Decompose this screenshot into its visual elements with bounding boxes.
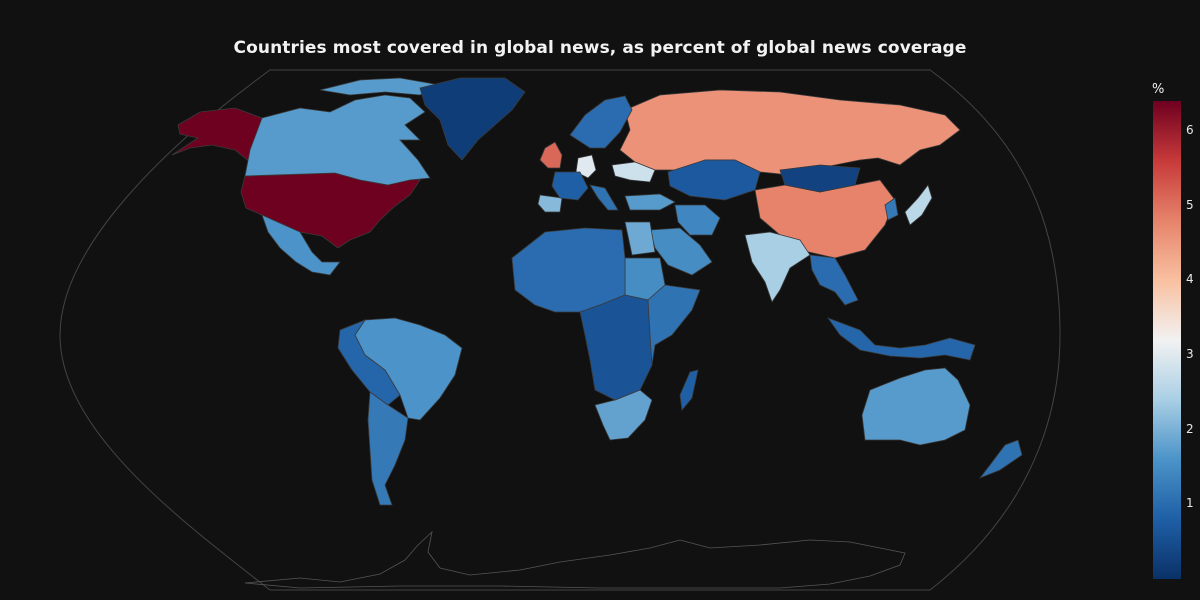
country-scandinavia[interactable]: Scandinavia: 1% (569, 95, 633, 149)
colorbar-tick-1: 1 (1186, 496, 1194, 511)
country-france[interactable]: France: 0.8% (551, 171, 589, 201)
country-korea[interactable]: Korea: 1.2% (884, 197, 899, 221)
colorbar-tick-3: 3 (1186, 346, 1194, 361)
country-united-kingdom[interactable]: United Kingdom: 5.1% (539, 141, 563, 169)
country-spain[interactable]: Spain: 2.1% (537, 194, 563, 213)
country-australia[interactable]: Australia: 1.7% (861, 367, 971, 446)
country-greenland[interactable]: Greenland: 0.2% (419, 77, 526, 161)
colorbar (1153, 101, 1181, 579)
antarctica-outline (244, 530, 906, 589)
country-germany[interactable]: Germany: 3% (575, 154, 597, 179)
country-united-states[interactable]: United States: 6.4% (240, 172, 421, 249)
colorbar-tick-2: 2 (1186, 421, 1194, 436)
country-iran[interactable]: Iran: 1.4% (674, 204, 721, 236)
country-egypt[interactable]: Egypt: 1.9% (624, 221, 656, 256)
colorbar-tick-5: 5 (1186, 197, 1194, 212)
colorbar-tick-4: 4 (1186, 272, 1194, 287)
map-frame (59, 69, 1061, 591)
country-south-africa[interactable]: South Africa: 1.8% (594, 389, 653, 441)
country-madagascar[interactable]: Madagascar: 0.8% (679, 369, 699, 411)
country-italy[interactable]: Italy: 1.1% (589, 184, 619, 211)
colorbar-tick-6: 6 (1186, 122, 1194, 137)
country-peru-bolivia[interactable]: Peru / Bolivia: 0.9% (337, 319, 401, 406)
country-japan[interactable]: Japan: 2.6% (904, 184, 933, 226)
country-central-africa[interactable]: Central Africa: 0.6% (579, 294, 653, 401)
country-saudi-arabia[interactable]: Saudi Arabia: 1.5% (649, 227, 713, 276)
country-argentina[interactable]: Argentina: 1.2% (367, 391, 409, 506)
country-canada[interactable]: Canada: 1.7% (244, 77, 442, 186)
country-mongolia[interactable]: Mongolia: 0.3% (779, 164, 861, 193)
country-southeast-asia[interactable]: Southeast Asia: 1% (809, 254, 859, 306)
country-india[interactable]: India: 2.4% (744, 231, 811, 303)
country-indonesia[interactable]: Indonesia: 0.9% (826, 317, 976, 361)
country-russia[interactable]: Russia: 4.6% (619, 89, 961, 176)
country-new-zealand[interactable]: New Zealand: 1.1% (978, 439, 1023, 479)
country-nigeria-west-africa[interactable]: Nigeria / West Africa: 1% (511, 227, 626, 313)
colorbar-title: % (1152, 82, 1165, 97)
country-kazakhstan[interactable]: Kazakhstan: 0.7% (667, 159, 761, 201)
country-turkey[interactable]: Turkey: 1.7% (624, 193, 676, 211)
map-title: Countries most covered in global news, a… (233, 38, 967, 58)
country-mexico[interactable]: Mexico: 1.6% (261, 214, 341, 276)
country-east-africa[interactable]: East Africa: 1.1% (647, 284, 701, 366)
country-ukraine[interactable]: Ukraine: 2.8% (611, 161, 656, 183)
